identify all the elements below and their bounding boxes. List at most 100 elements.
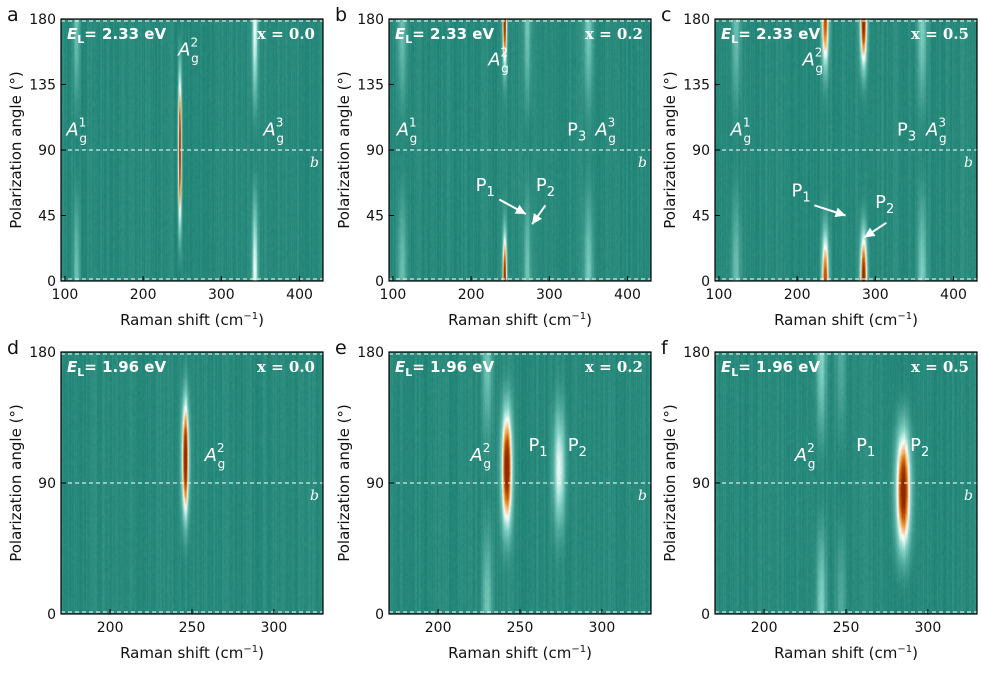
- laser-energy-label: EL= 1.96 eV: [67, 358, 166, 379]
- panel-b: b a 100 200 300 400 0 45 90 135 180 Raman shift (cm…: [335, 4, 652, 329]
- y-axis-label: Polarization angle (°): [7, 404, 25, 562]
- y-tick-label: 0: [701, 607, 710, 623]
- peak-label: P2: [568, 435, 587, 460]
- laser-energy-label: EL= 1.96 eV: [721, 358, 820, 379]
- peak-label: A1 g: [730, 115, 752, 145]
- axis-marker-b: b: [964, 155, 973, 171]
- composition-label: x = 0.2: [585, 25, 643, 43]
- axis-marker-b: b: [638, 488, 647, 504]
- x-tick-label: 400: [614, 287, 641, 303]
- x-tick-label: 100: [52, 287, 79, 303]
- y-tick-label: 45: [38, 209, 56, 225]
- peak-label: A1 g: [396, 115, 418, 145]
- axis-marker-a: a: [965, 617, 973, 633]
- x-tick-label: 200: [97, 620, 124, 636]
- peak-label: A3 g: [925, 115, 947, 145]
- composition-label: x = 0.0: [257, 25, 315, 43]
- x-axis-label: Raman shift (cm−1): [774, 311, 918, 329]
- y-tick-label: 0: [375, 274, 384, 290]
- peak-label: P1: [791, 181, 810, 206]
- x-tick-label: 400: [940, 287, 967, 303]
- axis-marker-a: a: [311, 284, 319, 300]
- y-axis-label: Polarization angle (°): [7, 71, 25, 229]
- x-tick-label: 200: [425, 620, 452, 636]
- panel-e: b a 200 250 300 0 90 180 Raman shift (cm−1) Polar…: [335, 337, 652, 662]
- peak-label: P1: [856, 435, 875, 460]
- axis-marker-b: b: [638, 155, 647, 171]
- x-tick-label: 300: [208, 287, 235, 303]
- peak-label: P1: [528, 435, 547, 460]
- peak-label: P2: [875, 192, 894, 217]
- heatmap-c: [715, 19, 977, 281]
- composition-label: x = 0.0: [257, 358, 315, 376]
- x-tick-label: 300: [589, 620, 616, 636]
- axis-marker-a: a: [965, 284, 973, 300]
- axis-marker-a: a: [311, 617, 319, 633]
- peak-label: P3: [567, 119, 586, 144]
- arrow-head: [514, 204, 526, 215]
- x-tick-label: 250: [507, 620, 534, 636]
- peak-label: A3 g: [262, 115, 284, 145]
- laser-energy-label: EL= 1.96 eV: [395, 358, 494, 379]
- x-tick-label: 200: [784, 287, 811, 303]
- panel-letter: d: [7, 337, 19, 359]
- axis-marker-a: a: [639, 284, 647, 300]
- y-tick-label: 90: [366, 143, 384, 159]
- y-tick-label: 90: [366, 476, 384, 492]
- x-axis-label: Raman shift (cm−1): [448, 311, 592, 329]
- x-tick-label: 200: [751, 620, 778, 636]
- panel-letter: c: [661, 4, 671, 26]
- x-tick-label: 250: [833, 620, 860, 636]
- heatmap-f: [715, 352, 977, 614]
- x-tick-label: 100: [380, 287, 407, 303]
- y-tick-label: 180: [357, 12, 384, 28]
- x-tick-label: 250: [179, 620, 206, 636]
- laser-energy-label: EL= 2.33 eV: [67, 25, 166, 46]
- y-tick-label: 135: [683, 78, 710, 94]
- panel-c: b a 100 200 300 400 0 45 90 135 180 Raman shift (cm…: [661, 4, 978, 329]
- y-tick-label: 180: [29, 12, 56, 28]
- y-tick-label: 45: [692, 209, 710, 225]
- x-tick-label: 400: [286, 287, 313, 303]
- composition-label: x = 0.2: [585, 358, 643, 376]
- composition-label: x = 0.5: [911, 358, 969, 376]
- x-axis-label: Raman shift (cm−1): [774, 644, 918, 662]
- x-tick-label: 300: [915, 620, 942, 636]
- panel-f: b a 200 250 300 0 90 180 Raman shift (cm−1) Polar…: [661, 337, 978, 662]
- y-tick-label: 90: [692, 476, 710, 492]
- y-tick-label: 90: [38, 143, 56, 159]
- panel-a: b a 100 200 300 400 0 45 90 135 180 Raman shift (cm…: [7, 4, 324, 329]
- x-tick-label: 200: [130, 287, 157, 303]
- y-tick-label: 0: [701, 274, 710, 290]
- y-tick-label: 0: [47, 607, 56, 623]
- composition-label: x = 0.5: [911, 25, 969, 43]
- peak-label: A2 g: [801, 46, 823, 76]
- peak-label: A1 g: [65, 115, 87, 145]
- x-axis-label: Raman shift (cm−1): [448, 644, 592, 662]
- axis-marker-b: b: [310, 155, 319, 171]
- panel-letter: b: [335, 4, 347, 26]
- x-tick-label: 100: [706, 287, 733, 303]
- x-axis-label: Raman shift (cm−1): [120, 311, 264, 329]
- laser-energy-label: EL= 2.33 eV: [721, 25, 820, 46]
- y-tick-label: 0: [375, 607, 384, 623]
- heatmap-e: [389, 352, 651, 614]
- y-axis-label: Polarization angle (°): [335, 71, 353, 229]
- peak-label: A2 g: [177, 35, 199, 65]
- y-tick-label: 180: [683, 12, 710, 28]
- y-axis-label: Polarization angle (°): [335, 404, 353, 562]
- heatmap-d: [61, 352, 323, 614]
- y-tick-label: 90: [692, 143, 710, 159]
- x-tick-label: 300: [862, 287, 889, 303]
- peak-label: P2: [910, 435, 929, 460]
- y-axis-label: Polarization angle (°): [661, 404, 679, 562]
- peak-label: A3 g: [594, 115, 616, 145]
- laser-energy-label: EL= 2.33 eV: [395, 25, 494, 46]
- panel-letter: e: [335, 337, 347, 359]
- y-tick-label: 45: [366, 209, 384, 225]
- x-tick-label: 200: [458, 287, 485, 303]
- x-tick-label: 300: [536, 287, 563, 303]
- y-tick-label: 180: [29, 345, 56, 361]
- arrow-head: [532, 213, 542, 225]
- peak-label: A2 g: [794, 441, 816, 471]
